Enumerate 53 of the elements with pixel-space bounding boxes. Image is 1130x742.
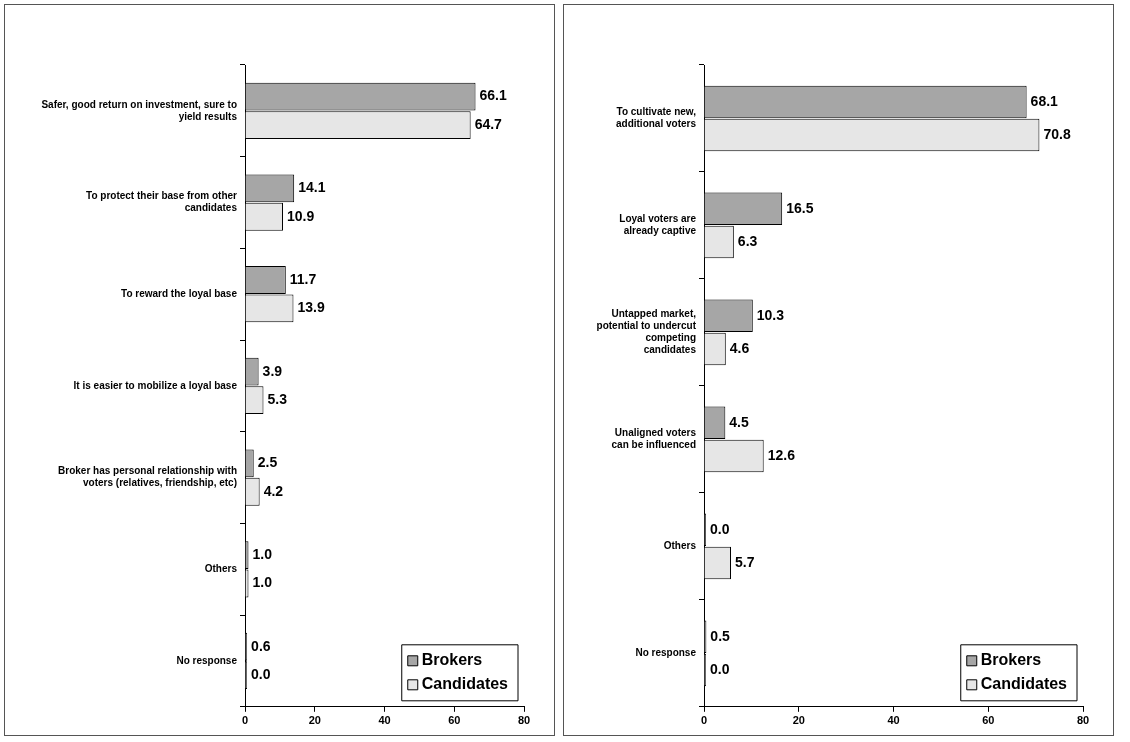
y-tick-label: To reward the loyal base <box>121 287 238 299</box>
y-tick-label: Broker has personal relationship with voters (relatives, friendship, etc) <box>58 465 237 489</box>
data-label: 14.1 <box>298 179 326 196</box>
data-label: 4.2 <box>263 482 284 499</box>
x-tick-label: 80 <box>1076 714 1090 727</box>
data-label: 0.0 <box>710 520 730 537</box>
data-label: 1.0 <box>252 545 273 562</box>
y-tick-label: Untapped market, potential to undercut competing candidates <box>596 308 697 356</box>
y-tick-label: Safer, good return on investment, sure to yield results <box>41 98 238 122</box>
x-tick-label: 80 <box>517 714 531 727</box>
data-label: 6.3 <box>737 232 758 249</box>
y-tick-label: It is easier to mobilize a loyal base <box>73 379 238 391</box>
y-tick-label: Loyal voters are already captive <box>619 213 697 237</box>
y-tick-label: Unaligned voters can be influenced <box>611 427 697 451</box>
data-label: 68.1 <box>1030 92 1059 109</box>
x-tick-label: 60 <box>982 714 995 727</box>
y-tick-label: No response <box>176 654 238 666</box>
x-tick-label: 60 <box>448 714 461 727</box>
data-label: 12.6 <box>767 446 796 463</box>
x-tick-label: 40 <box>887 714 900 727</box>
legend-label: Candidates <box>980 675 1068 693</box>
data-label: 3.9 <box>262 362 283 379</box>
data-label: 70.8 <box>1043 125 1071 142</box>
data-label: 16.5 <box>786 199 814 216</box>
data-label: 11.7 <box>289 270 317 287</box>
data-label: 0.0 <box>710 660 730 677</box>
x-tick-label: 20 <box>792 714 805 727</box>
data-label: 10.3 <box>756 306 785 323</box>
data-label: 5.7 <box>735 553 755 570</box>
data-label: 0.6 <box>251 637 271 654</box>
data-label: 4.6 <box>729 339 750 356</box>
data-label: 66.1 <box>479 87 507 104</box>
y-tick-label: Others <box>663 540 697 552</box>
y-tick-label: No response <box>635 647 697 659</box>
data-label: 1.0 <box>252 574 273 591</box>
data-label: 0.0 <box>251 666 271 683</box>
x-tick-label: 0 <box>241 714 249 727</box>
y-tick-label: Others <box>204 563 238 575</box>
x-tick-label: 20 <box>308 714 321 727</box>
data-label: 13.9 <box>297 299 325 316</box>
x-tick-label: 0 <box>700 714 708 727</box>
legend-label: Brokers <box>421 651 483 669</box>
data-label: 2.5 <box>257 454 278 471</box>
data-label: 64.7 <box>474 115 503 132</box>
y-tick-label: To cultivate new, additional voters <box>615 106 697 130</box>
legend-label: Candidates <box>421 675 509 693</box>
data-label: 5.3 <box>267 390 288 407</box>
legend-label: Brokers <box>980 651 1042 669</box>
data-label: 0.5 <box>710 627 731 644</box>
x-tick-label: 40 <box>378 714 391 727</box>
data-label: 10.9 <box>287 207 315 224</box>
y-tick-label: To protect their base from other candidates <box>86 190 238 214</box>
data-label: 4.5 <box>729 413 749 430</box>
